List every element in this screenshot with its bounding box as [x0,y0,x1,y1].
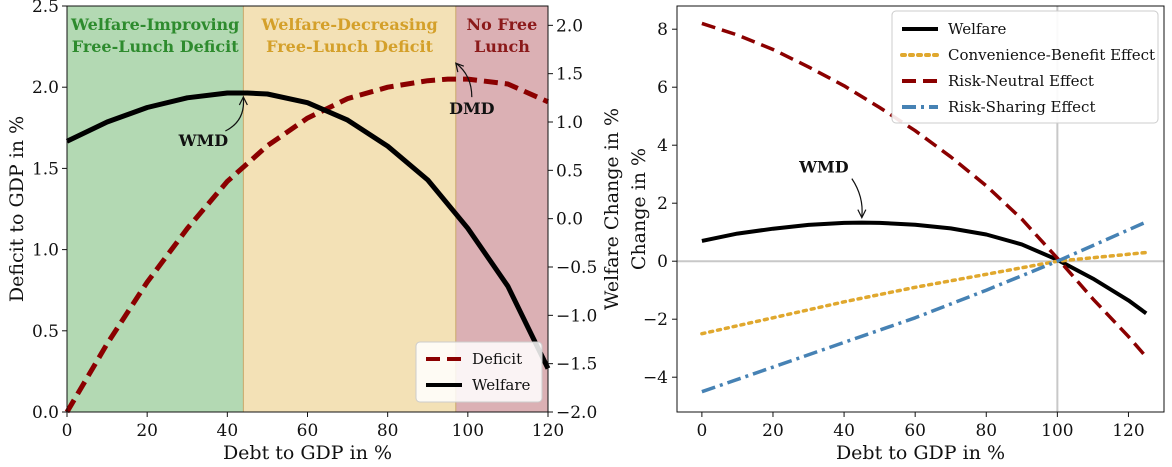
right-chart: WMD 0 20 40 60 80 100 120 −4 −2 0 2 4 6 8 Debt to GD… [628,5,1165,464]
legend-label-convenience-benefit-effect: Convenience-Benefit Effect [948,46,1155,64]
wmd-annotation: WMD [178,131,229,150]
right-y-axis-title: Change in % [628,148,650,270]
series-risk-sharing-effect [701,220,1147,394]
series-deficit [64,76,550,414]
x-tick-label: 80 [377,421,399,441]
right-annotations: WMD [798,158,867,219]
left-annotations: WMD DMD [178,62,495,150]
x-tick-label: 0 [696,421,707,441]
y2-tick-label: 2.0 [556,16,583,36]
y-tick-label: −4 [643,368,668,388]
series-welfare [65,90,551,370]
y-tick-label: 8 [657,20,668,40]
region-label: Free-Lunch Deficit [72,37,239,56]
x-tick-label: 100 [1041,421,1073,441]
y2-tick-label: −1.5 [556,355,597,375]
y-tick-label: 0.0 [32,403,59,423]
wmd-annotation: WMD [798,158,849,177]
right-plot-frame [676,5,1165,413]
region-label: Free-Lunch Deficit [266,37,433,56]
right-series [700,21,1148,394]
y2-tick-label: 1.5 [556,65,583,85]
region-label: Welfare-Decreasing [261,15,438,34]
series-risk-neutral-effect [701,21,1148,359]
legend-box [891,10,1159,124]
y-tick-label: 6 [657,78,668,98]
region-1 [67,6,244,412]
y2-tick-label: 0.5 [556,161,583,181]
wmd-arrow [225,97,245,132]
left-y-axis-title: Deficit to GDP in % [6,116,28,302]
y2-tick-label: −2.0 [556,403,597,423]
legend-label-risk-neutral-effect: Risk-Neutral Effect [948,72,1094,90]
y2-tick-label: −1.0 [556,306,597,326]
x-tick-label: 100 [452,421,484,441]
y-tick-label: 1.5 [32,159,59,179]
y-tick-label: 0.5 [32,322,59,342]
y-tick-label: 4 [657,136,668,156]
x-tick-label: 20 [762,421,784,441]
legend-label-risk-sharing-effect: Risk-Sharing Effect [948,98,1095,116]
left-y-ticks: 0.0 0.5 1.0 1.5 2.0 2.5 [32,0,67,423]
y-tick-label: 2 [657,194,668,214]
y-tick-label: 1.0 [32,241,59,261]
x-tick-label: 20 [136,421,158,441]
left-region-labels: Welfare-Improving Free-Lunch Deficit Welfa… [70,15,537,56]
x-tick-label: 40 [217,421,239,441]
x-tick-label: 40 [833,421,855,441]
left-series [64,76,551,414]
left-legend: Deficit Welfare [415,341,543,403]
dmd-annotation: DMD [449,99,495,118]
y2-tick-label: 1.0 [556,113,583,133]
dmd-arrow [455,62,473,98]
right-y-ticks: −4 −2 0 2 4 6 8 [643,20,677,388]
left-x-axis-title: Debt to GDP in % [223,442,392,464]
region-label: No Free [467,15,538,34]
y-tick-label: −2 [643,310,668,330]
right-legend: Welfare Convenience-Benefit Effect Risk-Ne… [891,10,1159,124]
region-label: Welfare-Improving [70,15,239,34]
x-tick-label: 0 [62,421,73,441]
y-tick-label: 2.0 [32,78,59,98]
left-y2-axis-title: Welfare Change in % [601,108,623,310]
wmd-arrowhead [857,209,867,219]
x-tick-label: 120 [532,421,564,441]
legend-label-deficit: Deficit [472,350,522,368]
wmd-arrowhead [238,95,248,106]
left-y2-ticks: −2.0 −1.5 −1.0 −0.5 0.0 0.5 1.0 1.5 2.0 [548,16,597,423]
wmd-arrow [851,178,863,217]
region-label: Lunch [474,37,530,56]
x-tick-label: 120 [1112,421,1144,441]
series-convenience-benefit-effect [700,250,1148,336]
left-chart: Welfare-Improving Free-Lunch Deficit Welfa… [6,0,623,464]
dmd-arrowhead [454,62,465,73]
y2-tick-label: 0.0 [556,210,583,230]
series-welfare [701,220,1148,316]
y-tick-label: 0 [657,252,668,272]
y2-tick-label: −0.5 [556,258,597,278]
x-tick-label: 80 [975,421,997,441]
x-tick-label: 60 [904,421,926,441]
legend-label-welfare: Welfare [472,376,531,394]
right-x-axis-title: Debt to GDP in % [836,442,1005,464]
x-tick-label: 60 [297,421,319,441]
y-tick-label: 2.5 [32,0,59,17]
legend-label-welfare: Welfare [948,20,1007,38]
right-x-ticks: 0 20 40 60 80 100 120 [696,412,1145,441]
left-x-ticks: 0 20 40 60 80 100 120 [62,412,564,441]
